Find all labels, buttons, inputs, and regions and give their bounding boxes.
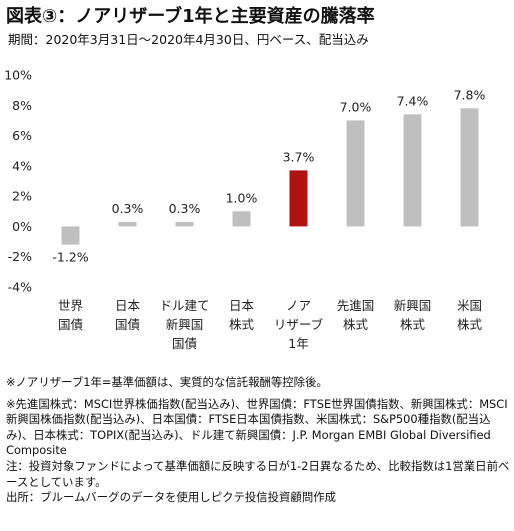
data-label: 3.7% [283, 149, 315, 164]
category-label: 日本国債 [115, 298, 141, 332]
category-label: 日本株式 [229, 298, 255, 332]
category-label: 世界国債 [58, 298, 84, 332]
footnote-noah-reserve: ※ノアリザーブ1年=基準価額は、実質的な信託報酬等控除後。 [6, 375, 328, 389]
data-label: 0.3% [169, 201, 201, 216]
footnote-index-definitions: ※先進国株式：MSCI世界株価指数(配当込み)、世界国債：FTSE世界国債指数、… [6, 396, 508, 458]
bar [232, 211, 251, 227]
y-tick-label: 8% [12, 98, 32, 113]
y-tick-label: 10% [4, 68, 32, 83]
category-label: 米国株式 [457, 298, 483, 332]
y-axis-ticks: -4% -2% 0% 2% 4% 6% 8% 10% [4, 68, 32, 295]
bars [61, 108, 479, 245]
data-label: 7.4% [397, 93, 429, 108]
footnotes: ※ノアリザーブ1年=基準価額は、実質的な信託報酬等控除後。 ※先進国株式：MSC… [6, 375, 510, 506]
chart-subtitle: 期間：2020年3月31日～2020年4月30日、円ベース、配当込み [8, 32, 369, 47]
data-label: -1.2% [52, 250, 88, 265]
category-label: ドル建て新興国国債 [159, 298, 209, 351]
y-tick-label: -4% [8, 280, 32, 295]
bar-chart: -4% -2% 0% 2% 4% 6% 8% 10% -1.2% 0.3% 0.3% 1.0% 3.7… [4, 68, 485, 352]
bar [175, 221, 194, 227]
y-tick-label: 6% [12, 128, 32, 143]
data-label: 7.8% [454, 87, 486, 102]
footnote-caveat: 注：投資対象ファンドによって基準価額に反映する日が1-2日異なるため、比較指数は… [6, 458, 510, 489]
category-label: ノアリザーブ 1年 [274, 298, 324, 351]
bar [403, 114, 422, 227]
category-label: 先進国株式 [337, 298, 375, 332]
bar [289, 170, 308, 227]
data-label: 1.0% [226, 190, 258, 205]
y-tick-label: 4% [12, 158, 32, 173]
y-tick-label: 2% [12, 189, 32, 204]
chart-title: 図表③：ノアリザーブ1年と主要資産の騰落率 [6, 6, 375, 27]
y-tick-label: 0% [12, 219, 32, 234]
data-label: 7.0% [340, 99, 372, 114]
y-tick-label: -2% [8, 249, 32, 264]
data-label: 0.3% [112, 201, 144, 216]
bar [346, 120, 365, 227]
bar [460, 108, 479, 227]
bar [61, 226, 80, 245]
bar [118, 221, 137, 227]
category-label: 新興国株式 [394, 298, 432, 332]
footnote-source: 出所：ブルームバーグのデータを使用しピクテ投信投資顧問作成 [6, 490, 336, 505]
data-labels: -1.2% 0.3% 0.3% 1.0% 3.7% 7.0% 7.4% 7.8% [52, 87, 485, 264]
